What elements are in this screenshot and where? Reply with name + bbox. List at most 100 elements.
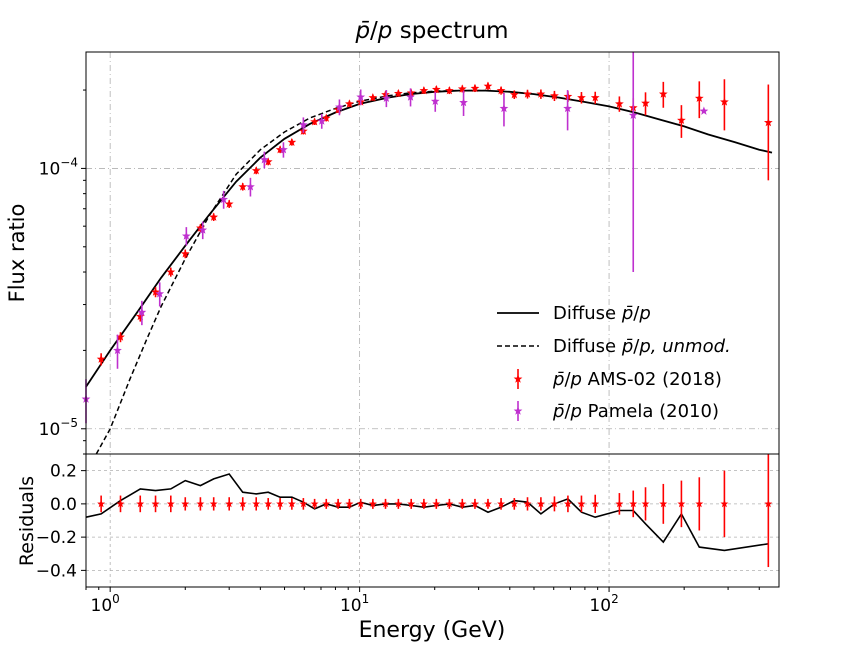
ams02-point (590, 93, 600, 102)
ams02-point (615, 99, 624, 108)
ams02-point (658, 89, 668, 98)
x-axis-label: Energy (GeV) (359, 618, 506, 643)
residual-point (181, 499, 190, 508)
y-tick-label: −0.4 (36, 561, 77, 581)
residual-point (407, 499, 416, 508)
ams02-point (677, 115, 686, 125)
residual-point (238, 499, 247, 508)
ams02-point (209, 212, 219, 221)
ams02-point (321, 113, 331, 122)
bottom-y-ticks: 0.2 0.0 −0.2 −0.4 (36, 462, 86, 581)
residual-point (764, 499, 773, 508)
ams02-point (345, 99, 354, 108)
residual-point (334, 499, 343, 508)
pamela-point (335, 102, 344, 111)
pamela-point (113, 345, 122, 355)
legend-label-diffuse: Diffuse p̄/p (553, 303, 651, 324)
ams02-point (509, 90, 519, 99)
bottom-panel: 0.20.0−0.2−0.4 100 101 102 (36, 453, 780, 616)
residual-point (310, 499, 319, 508)
ams02-point (483, 81, 493, 90)
residual-point (470, 499, 479, 508)
residual-point (252, 499, 261, 508)
pamela-point (499, 103, 509, 113)
residual-point (563, 499, 572, 508)
ams02-point (457, 84, 467, 93)
residual-point (322, 499, 331, 508)
residual-point (510, 499, 519, 508)
residual-point (641, 499, 650, 508)
residual-point (445, 499, 454, 508)
residual-point (577, 499, 586, 508)
ams02-point (763, 117, 773, 127)
ams02-point (641, 98, 650, 107)
top-panel-background (86, 52, 779, 454)
ams02-point (224, 199, 234, 208)
ams02-point (263, 157, 273, 166)
ams02-point (523, 89, 532, 98)
ams02-point (368, 93, 378, 102)
residual-point (276, 499, 285, 508)
residual-point (299, 499, 308, 508)
ams02-point (238, 182, 248, 191)
residual-point (196, 499, 205, 508)
pamela-point (699, 106, 709, 115)
pamela-point (381, 93, 391, 102)
ams02-point (550, 91, 559, 100)
bottom-panel-background (86, 454, 779, 587)
ams02-point (393, 88, 403, 98)
residual-point (225, 499, 234, 508)
legend-label-pamela: p̄/p Pamela (2010) (552, 401, 719, 422)
pamela-point (198, 225, 208, 234)
ams02-point (275, 145, 285, 154)
residual-point (136, 499, 145, 508)
pamela-point (356, 92, 366, 101)
ams02-point (180, 249, 190, 258)
residual-point (458, 499, 467, 508)
residual-point (432, 499, 441, 508)
residual-point (151, 499, 160, 508)
ams02-point (310, 117, 319, 126)
residual-point (166, 499, 175, 508)
ams02-point (431, 84, 441, 94)
bottom-points (97, 454, 773, 568)
residual-point (356, 499, 365, 508)
residual-point (287, 499, 296, 508)
ams02-point (419, 86, 429, 95)
ams02-point (577, 93, 586, 102)
residual-point (209, 499, 218, 508)
pamela-point (430, 96, 440, 106)
ams02-point (96, 354, 106, 363)
residual-point (497, 499, 506, 508)
legend: Diffuse p̄/p Diffuse p̄/p, unmod. p̄/p AMS… (497, 303, 731, 422)
ams02-point (496, 86, 506, 95)
pamela-point (246, 182, 255, 191)
residual-point (345, 499, 354, 508)
residual-point (677, 499, 686, 508)
residual-point (591, 499, 600, 508)
ams02-point (116, 332, 125, 341)
residual-point (523, 499, 532, 508)
residual-point (381, 499, 390, 508)
diffuse-unmod-curve (95, 89, 486, 455)
y-tick-label: 0.0 (50, 495, 77, 515)
legend-pamela-marker (513, 406, 523, 415)
pamela-point (628, 110, 638, 119)
ams02-point (445, 86, 454, 95)
residual-point (629, 499, 638, 508)
ams02-point (151, 287, 160, 296)
bottom-panel-frame (85, 453, 780, 588)
residual-point (536, 499, 545, 508)
y-axis-label-bottom: Residuals (16, 476, 38, 566)
residual-point (615, 499, 624, 508)
ams02-point (536, 89, 546, 98)
pamela-point (181, 231, 191, 240)
ams02-point (470, 83, 480, 93)
residual-point (483, 499, 492, 508)
residual-point (720, 499, 729, 508)
legend-label-ams02: p̄/p AMS-02 (2018) (552, 369, 722, 390)
y-axis-label-top: Flux ratio (5, 204, 29, 303)
residual-point (550, 499, 559, 508)
residual-point (419, 499, 428, 508)
